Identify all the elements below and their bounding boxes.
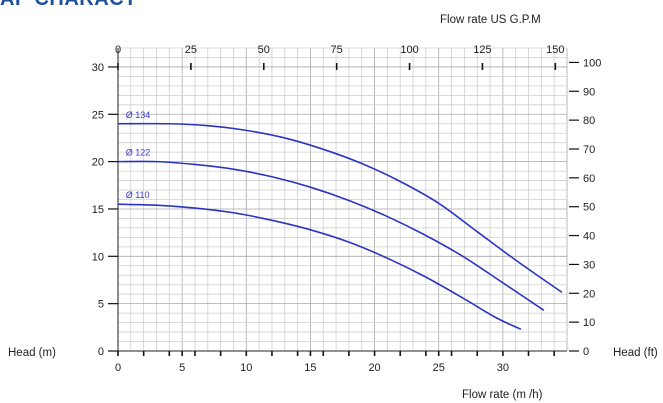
series-label-1: Ø 134 (126, 110, 151, 120)
x-tick-label: 5 (179, 362, 185, 374)
x2-axis-title: Flow rate US G.P.M (440, 14, 541, 26)
grid (117, 47, 568, 352)
series-lines (117, 122, 563, 330)
y2-tick-label: 100 (583, 57, 601, 69)
y2-tick-label: 20 (583, 288, 595, 300)
y2-tick-label: 70 (583, 144, 595, 156)
x2-tick-label: 50 (258, 44, 270, 56)
y-tick-label: 15 (92, 204, 104, 216)
x2-tick-label: 25 (185, 44, 197, 56)
y-tick-label: 0 (98, 346, 104, 358)
y-axis-title: Head (m) (8, 347, 56, 359)
y2-tick-label: 50 (583, 202, 595, 214)
y2-tick-label: 40 (583, 231, 595, 243)
y-tick-label: 25 (92, 109, 104, 121)
x-tick-label: 10 (240, 362, 252, 374)
y2-tick-label: 90 (583, 86, 595, 98)
page-header-title: AP CHARACT (0, 0, 137, 11)
y2-tick-label: 10 (583, 317, 595, 329)
y2-tick-label: 60 (583, 173, 595, 185)
x2-tick-label: 100 (400, 44, 418, 56)
y2-tick-label: 30 (583, 259, 595, 271)
y-tick-label: 5 (98, 299, 104, 311)
tick-labels: 0 5 10 15 20 25 300 25 50 75 100 125 150051015202530… (92, 44, 602, 374)
x-axis-title: Flow rate (m /h) (462, 389, 543, 401)
y2-axis-title: Head (ft) (613, 347, 658, 359)
x-tick-label: 30 (497, 362, 509, 374)
y-tick-label: 10 (92, 251, 104, 263)
x2-tick-label: 75 (331, 44, 343, 56)
y2-tick-label: 80 (583, 115, 595, 127)
x2-tick-label: 150 (546, 44, 564, 56)
curve-labels: Ø 134 Ø 122 Ø 110 (126, 110, 151, 200)
y-tick-label: 30 (92, 62, 104, 74)
x-tick-label: 25 (433, 362, 445, 374)
x-tick-label: 15 (304, 362, 316, 374)
x2-tick-label: 0 (115, 44, 121, 56)
y2-tick-label: 0 (583, 346, 589, 358)
series-line-2 (117, 160, 545, 311)
series-label-2: Ø 122 (126, 148, 151, 158)
x-tick-label: 20 (368, 362, 380, 374)
series-line-1 (117, 122, 563, 293)
series-label-3: Ø 110 (126, 190, 150, 200)
y-tick-label: 20 (92, 157, 104, 169)
series-line-3 (117, 203, 522, 330)
axes (108, 48, 579, 356)
x2-tick-label: 125 (473, 44, 491, 56)
x-tick-label: 0 (115, 362, 121, 374)
